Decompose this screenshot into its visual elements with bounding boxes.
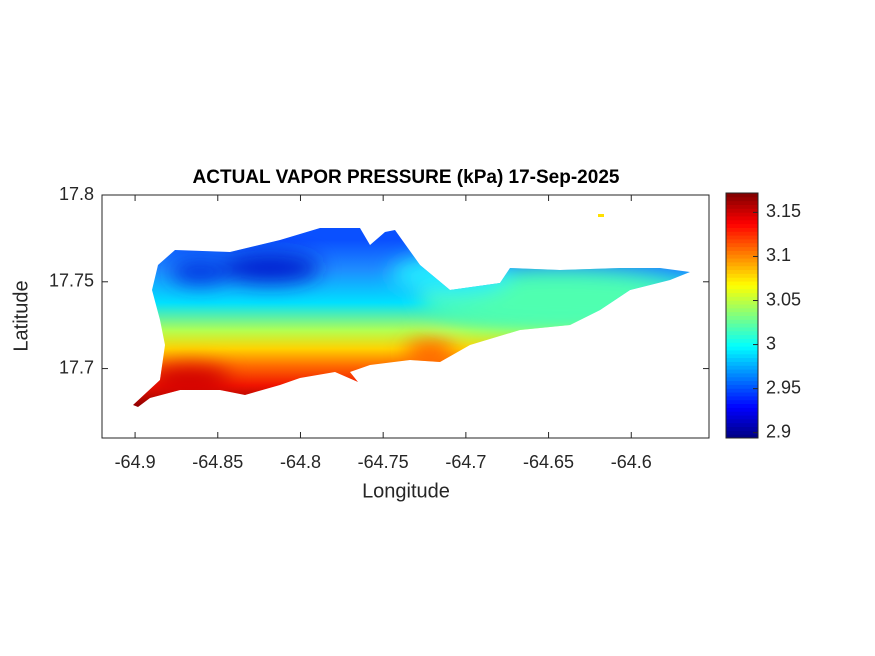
colorbar-step: [726, 326, 758, 332]
colorbar-step: [726, 369, 758, 374]
colorbar-step: [726, 273, 758, 278]
colorbar-step: [726, 399, 758, 405]
colorbar-step: [726, 357, 758, 362]
colorbar-step: [726, 269, 758, 274]
colorbar-step: [726, 330, 758, 336]
colorbar-step: [726, 193, 758, 198]
colorbar-step: [726, 212, 758, 217]
colorbar-step: [726, 300, 758, 305]
colorbar-step: [726, 392, 758, 397]
x-tick-label: -64.75: [358, 452, 409, 472]
colorbar-step: [726, 311, 758, 316]
vapor-field: [133, 228, 690, 407]
colorbar-step: [726, 281, 758, 286]
colorbar-step: [726, 204, 758, 209]
colorbar-step: [726, 426, 758, 431]
colorbar-step: [726, 372, 758, 378]
colorbar-frame: [725, 192, 759, 439]
x-tick-label: -64.6: [611, 452, 652, 472]
colorbar-step: [726, 319, 758, 324]
colorbar-step: [726, 215, 758, 221]
colorbar-step: [726, 219, 758, 225]
colorbar-step: [726, 418, 758, 424]
colorbar-step: [726, 277, 758, 282]
colorbar-step: [726, 261, 758, 267]
colorbar-tick-label: 2.9: [766, 421, 791, 441]
colorbar-step: [726, 334, 758, 339]
colorbar-step: [726, 353, 758, 359]
colorbar-tick-label: 3.1: [766, 245, 791, 265]
colorbar-step: [726, 284, 758, 290]
y-tick-label: 17.7: [59, 357, 94, 377]
colorbar-step: [726, 235, 758, 240]
x-tick-label: -64.85: [192, 452, 243, 472]
colorbar-step: [726, 200, 758, 205]
x-tick-label: -64.65: [523, 452, 574, 472]
colorbar-step: [726, 361, 758, 366]
colorbar-step: [726, 395, 758, 401]
colorbar-step: [726, 434, 758, 439]
colorbar-step: [726, 430, 758, 435]
colorbar-step: [726, 338, 758, 343]
colorbar-step: [726, 254, 758, 259]
colorbar-tick-label: 2.95: [766, 377, 801, 397]
colorbar-step: [726, 323, 758, 328]
colorbar-step: [726, 315, 758, 320]
colorbar-step: [726, 227, 758, 232]
colorbar-step: [726, 288, 758, 294]
y-axis-label: Latitude: [10, 280, 32, 351]
colorbar-step: [726, 415, 758, 420]
x-axis-label: Longitude: [362, 480, 450, 502]
colorbar-step: [726, 376, 758, 382]
colorbar-step: [726, 292, 758, 297]
colorbar-step: [726, 238, 758, 244]
colorbar-tick-label: 3.15: [766, 201, 801, 221]
colorbar-step: [726, 307, 758, 313]
colorbar-tick-label: 3: [766, 333, 776, 353]
colorbar-step: [726, 304, 758, 309]
y-tick-label: 17.8: [59, 184, 94, 204]
colorbar-step: [726, 250, 758, 255]
y-tick-label: 17.75: [49, 271, 94, 291]
colorbar-step: [726, 346, 758, 351]
x-tick-label: -64.7: [445, 452, 486, 472]
islet: [598, 214, 604, 217]
colorbar-step: [726, 223, 758, 228]
colorbar-step: [726, 384, 758, 389]
colorbar-step: [726, 407, 758, 412]
colorbar-step: [726, 380, 758, 385]
colorbar-step: [726, 208, 758, 213]
colorbar: [726, 193, 758, 439]
axes-frame: [101, 194, 710, 439]
colorbar-step: [726, 231, 758, 236]
colorbar-step: [726, 246, 758, 251]
colorbar-step: [726, 388, 758, 393]
colorbar-step: [726, 296, 758, 301]
colorbar-step: [726, 349, 758, 355]
x-tick-label: -64.9: [115, 452, 156, 472]
colorbar-step: [726, 365, 758, 370]
x-tick-label: -64.8: [280, 452, 321, 472]
colorbar-step: [726, 422, 758, 428]
colorbar-step: [726, 411, 758, 416]
colorbar-step: [726, 242, 758, 248]
colorbar-tick-label: 3.05: [766, 289, 801, 309]
colorbar-step: [726, 265, 758, 271]
chart-title: ACTUAL VAPOR PRESSURE (kPa) 17-Sep-2025: [193, 167, 620, 188]
colorbar-step: [726, 258, 758, 263]
colorbar-step: [726, 196, 758, 202]
colorbar-step: [726, 342, 758, 347]
colorbar-step: [726, 403, 758, 408]
